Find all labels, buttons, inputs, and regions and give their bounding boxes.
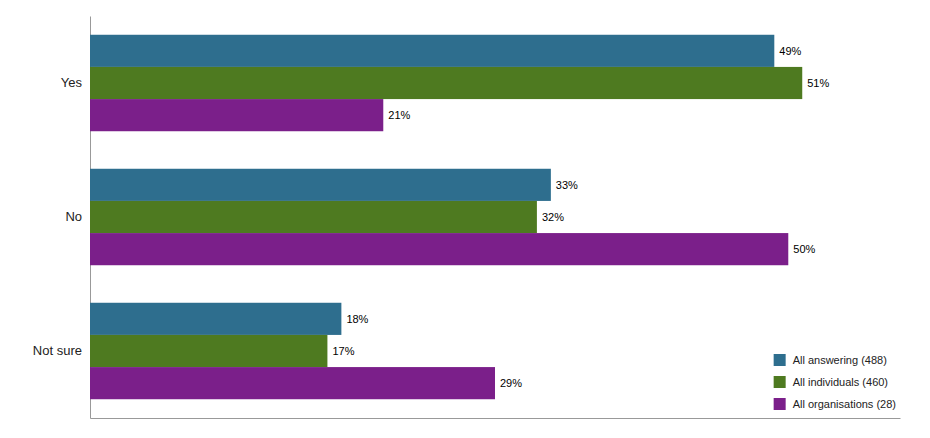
data-label: 18% (346, 313, 368, 325)
legend-item: All answering (488) (774, 354, 887, 366)
data-label: 50% (793, 243, 815, 255)
chart: Yes No Not sure 49% 33% 18% 51% 32% 17% 21% 50% 29%… (0, 0, 930, 438)
y-tick-label: Not sure (33, 343, 82, 358)
bar (90, 335, 327, 367)
legend-label: All organisations (28) (793, 398, 896, 410)
legend-item: All organisations (28) (774, 398, 896, 410)
data-label: 17% (332, 345, 354, 357)
y-tick-label: Yes (61, 75, 83, 90)
bar (90, 169, 551, 201)
y-axis: Yes No Not sure (33, 17, 91, 419)
bar (90, 201, 537, 233)
bar (90, 67, 802, 99)
y-tick: No (65, 209, 90, 224)
legend-label: All answering (488) (793, 354, 887, 366)
legend-swatch (774, 354, 786, 366)
data-label: 21% (388, 109, 410, 121)
data-label: 51% (807, 77, 829, 89)
data-label: 29% (500, 377, 522, 389)
plot-area: Yes No Not sure 49% 33% 18% 51% 32% 17% 21% 50% 29%… (33, 17, 901, 419)
legend-item: All individuals (460) (774, 376, 888, 388)
data-label: 32% (542, 211, 564, 223)
legend: All answering (488) All individuals (460)… (774, 354, 896, 410)
bar (90, 233, 788, 265)
x-axis (91, 418, 901, 419)
data-label: 33% (556, 179, 578, 191)
bar (90, 35, 774, 67)
legend-label: All individuals (460) (793, 376, 888, 388)
data-labels: 49% 33% 18% 51% 32% 17% 21% 50% 29% (332, 45, 829, 389)
bar (90, 367, 495, 399)
y-tick: Yes (61, 75, 90, 90)
bars (90, 35, 802, 399)
data-label: 49% (779, 45, 801, 57)
y-tick: Not sure (33, 343, 90, 358)
bar (90, 99, 383, 131)
x-axis-line (91, 418, 901, 419)
legend-swatch (774, 398, 786, 410)
bar (90, 303, 341, 335)
y-tick-label: No (65, 209, 82, 224)
legend-swatch (774, 376, 786, 388)
